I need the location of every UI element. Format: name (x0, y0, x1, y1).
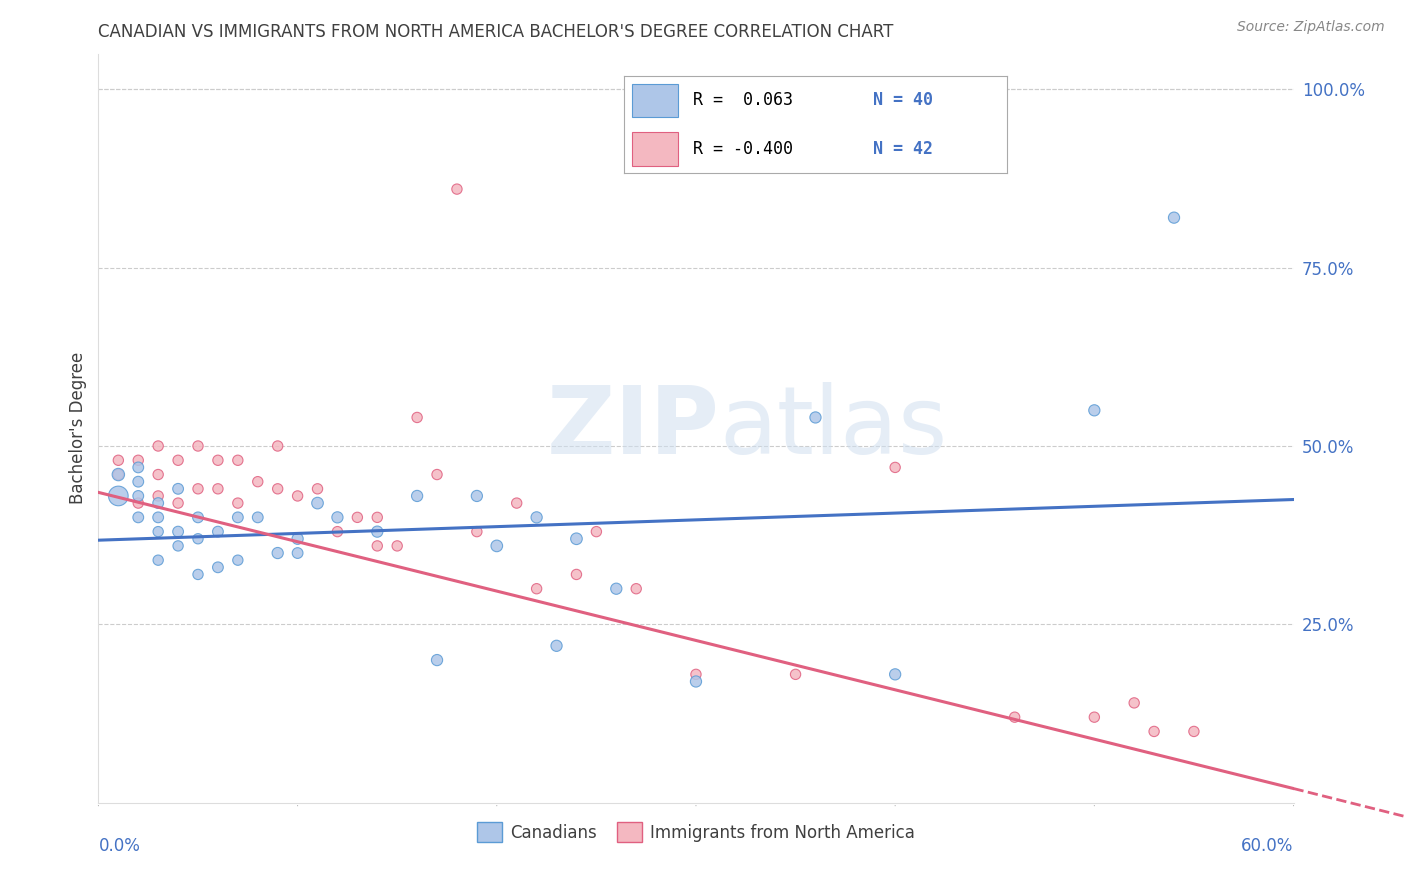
Point (287, 546, 309, 560)
Point (1143, 724, 1166, 739)
Point (326, 510, 349, 524)
Point (226, 553, 249, 567)
Text: CANADIAN VS IMMIGRANTS FROM NORTH AMERICA BACHELOR'S DEGREE CORRELATION CHART: CANADIAN VS IMMIGRANTS FROM NORTH AMERIC… (98, 23, 894, 41)
Point (326, 524, 349, 539)
Point (1004, 710, 1026, 724)
Point (546, 639, 568, 653)
Point (148, 553, 170, 567)
Point (366, 510, 388, 524)
Text: ZIP: ZIP (547, 382, 720, 475)
Point (406, 489, 429, 503)
Point (148, 489, 170, 503)
Point (187, 439, 209, 453)
Point (366, 539, 388, 553)
Point (107, 467, 129, 482)
Point (207, 482, 229, 496)
Point (1182, 724, 1205, 739)
Point (127, 475, 149, 489)
Point (207, 453, 229, 467)
Point (148, 467, 170, 482)
Point (526, 510, 548, 524)
Point (346, 510, 368, 524)
Point (207, 560, 229, 574)
Point (127, 460, 149, 475)
Point (167, 524, 190, 539)
Point (685, 674, 707, 689)
Point (226, 453, 249, 467)
Point (426, 467, 449, 482)
Point (685, 667, 707, 681)
Point (148, 439, 170, 453)
Point (187, 532, 209, 546)
Point (287, 532, 309, 546)
Point (107, 467, 129, 482)
Point (465, 524, 488, 539)
Point (366, 524, 388, 539)
Point (226, 496, 249, 510)
Point (267, 546, 290, 560)
Point (307, 482, 329, 496)
Point (246, 475, 269, 489)
Point (526, 582, 548, 596)
Y-axis label: Bachelor's Degree: Bachelor's Degree (69, 352, 87, 504)
Point (107, 489, 129, 503)
Point (626, 582, 648, 596)
Point (187, 567, 209, 582)
Point (446, 182, 468, 196)
Text: Source: ZipAtlas.com: Source: ZipAtlas.com (1237, 20, 1385, 34)
Legend: Canadians, Immigrants from North America: Canadians, Immigrants from North America (468, 814, 924, 851)
Point (585, 524, 607, 539)
Point (406, 410, 429, 425)
Point (465, 489, 488, 503)
Point (426, 653, 449, 667)
Point (187, 482, 209, 496)
Point (187, 510, 209, 524)
Point (1123, 696, 1146, 710)
Point (506, 496, 529, 510)
Point (246, 510, 269, 524)
Point (226, 510, 249, 524)
Point (605, 582, 627, 596)
Point (127, 453, 149, 467)
Point (167, 482, 190, 496)
Point (127, 496, 149, 510)
Point (785, 667, 807, 681)
Point (565, 532, 588, 546)
Point (148, 496, 170, 510)
Point (127, 510, 149, 524)
Point (267, 439, 290, 453)
Point (884, 667, 907, 681)
Point (385, 539, 409, 553)
Point (1083, 403, 1105, 417)
Point (804, 410, 827, 425)
Text: atlas: atlas (720, 382, 948, 475)
Point (1083, 710, 1105, 724)
Point (884, 460, 907, 475)
Point (148, 510, 170, 524)
Point (167, 496, 190, 510)
Point (167, 539, 190, 553)
Point (127, 489, 149, 503)
Point (148, 524, 170, 539)
Point (485, 539, 508, 553)
Point (107, 453, 129, 467)
Point (565, 567, 588, 582)
Text: 60.0%: 60.0% (1241, 837, 1294, 855)
Point (207, 524, 229, 539)
Text: 0.0%: 0.0% (98, 837, 141, 855)
Point (287, 489, 309, 503)
Point (307, 496, 329, 510)
Point (1163, 211, 1185, 225)
Point (167, 453, 190, 467)
Point (267, 482, 290, 496)
